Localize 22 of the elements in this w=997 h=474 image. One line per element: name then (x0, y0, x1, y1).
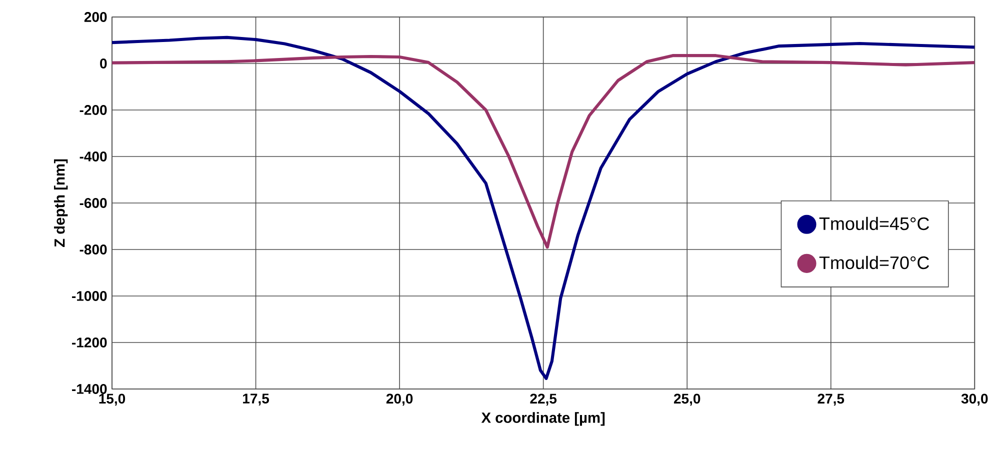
x-tick-label: 20,0 (386, 394, 413, 406)
y-tick-label: -200 (80, 105, 107, 115)
y-tick-label: 0 (100, 58, 107, 68)
x-tick-label: 25,0 (674, 394, 700, 406)
x-axis-title: X coordinate [µm] (481, 412, 605, 426)
x-tick-label: 15,0 (99, 394, 126, 406)
line-series (112, 54, 975, 249)
x-tick-label: 22,5 (530, 394, 557, 406)
legend-label: Tmould=70°C (819, 256, 930, 270)
y-tick-label: 200 (84, 12, 107, 22)
y-tick-label: -1000 (72, 291, 107, 301)
y-tick-label: -1200 (72, 338, 107, 348)
y-tick-label: -800 (80, 244, 107, 254)
x-tick-label: 27,5 (818, 394, 844, 406)
legend-label: Tmould=45°C (819, 216, 930, 230)
y-tick-label: -600 (80, 198, 107, 208)
y-tick-label: -1400 (72, 384, 107, 394)
x-tick-label: 17,5 (243, 394, 269, 406)
x-tick-label: 30,0 (961, 394, 988, 406)
y-axis-title: Z depth [nm] (54, 159, 68, 247)
y-tick-label: -400 (80, 152, 107, 162)
line-series (112, 36, 975, 380)
